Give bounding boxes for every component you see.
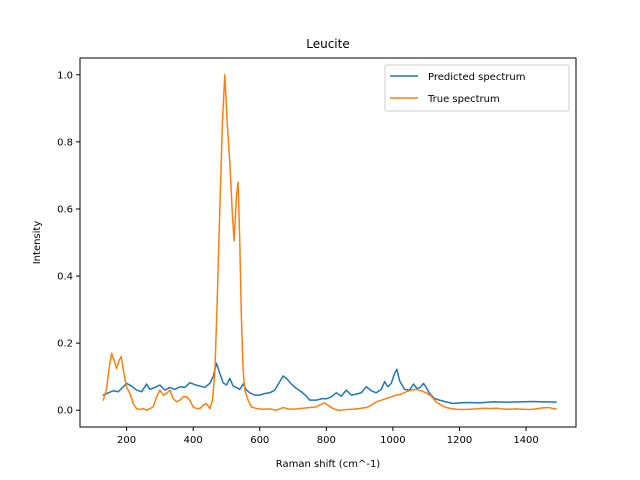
y-tick-label: 0.6 [57,204,73,215]
y-axis: 0.0 0.2 0.4 0.6 0.8 1.0 [57,70,80,417]
legend-label-predicted: Predicted spectrum [428,72,525,83]
x-tick-label: 800 [317,435,336,446]
y-tick-label: 0.8 [57,137,73,148]
y-tick-label: 1.0 [57,70,73,81]
legend-box [384,64,570,112]
legend-label-true: True spectrum [427,94,500,105]
legend: Predicted spectrum True spectrum [384,64,570,112]
y-tick-label: 0.4 [57,272,73,283]
y-axis-label: Intensity [32,221,43,265]
series-line-true [102,74,557,411]
x-axis-label: Raman shift (cm^-1) [276,459,381,470]
series-line-predicted [102,362,557,405]
x-tick-label: 1200 [447,435,472,446]
y-tick-label: 0.0 [57,406,73,417]
x-tick-label: 200 [117,435,136,446]
x-tick-label: 600 [250,435,269,446]
x-tick-label: 1000 [380,435,405,446]
chart-title: Leucite [306,37,349,51]
x-axis: 200 400 600 800 1000 1200 1400 [117,427,539,446]
plot-frame [79,57,577,428]
x-tick-label: 1400 [513,435,538,446]
x-tick-label: 400 [184,435,203,446]
plot-area [102,74,557,411]
y-tick-label: 0.2 [57,339,73,350]
